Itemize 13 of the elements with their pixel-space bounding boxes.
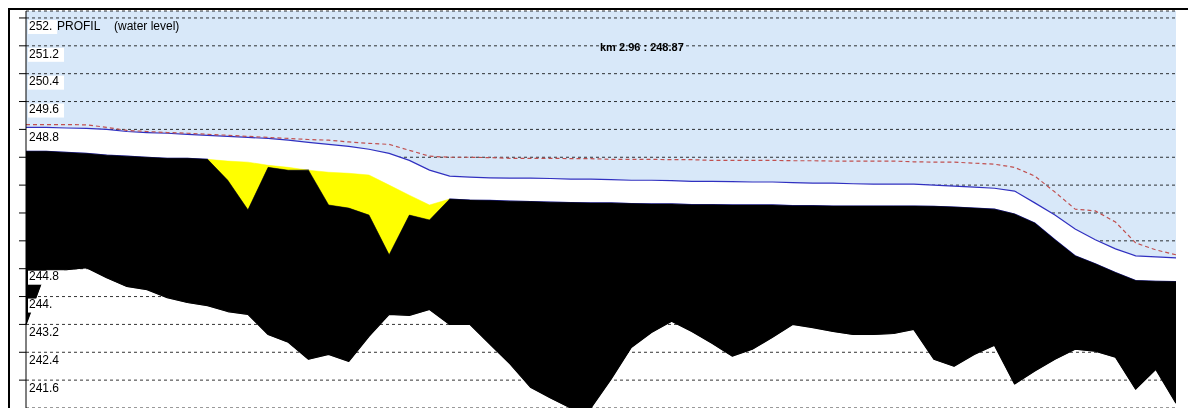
y-tick-label: 250.4	[29, 74, 60, 89]
annotation: km 2.96 : 248.87	[600, 41, 684, 53]
text: PROFIL	[57, 19, 101, 33]
y-tick-label: 249.6	[29, 102, 60, 117]
y-tick-label: 244.	[29, 297, 53, 312]
y-tick-label: 243.2	[29, 325, 60, 340]
y-tick-label: 244.8	[29, 269, 60, 284]
text: (water level)	[114, 19, 180, 33]
y-tick-label: 241.6	[29, 380, 60, 395]
y-tick-label: 251.2	[29, 46, 60, 61]
y-tick-label: 252.	[29, 18, 53, 33]
y-tick-label: 248.8	[29, 130, 60, 145]
y-tick-label: 242.4	[29, 353, 60, 368]
